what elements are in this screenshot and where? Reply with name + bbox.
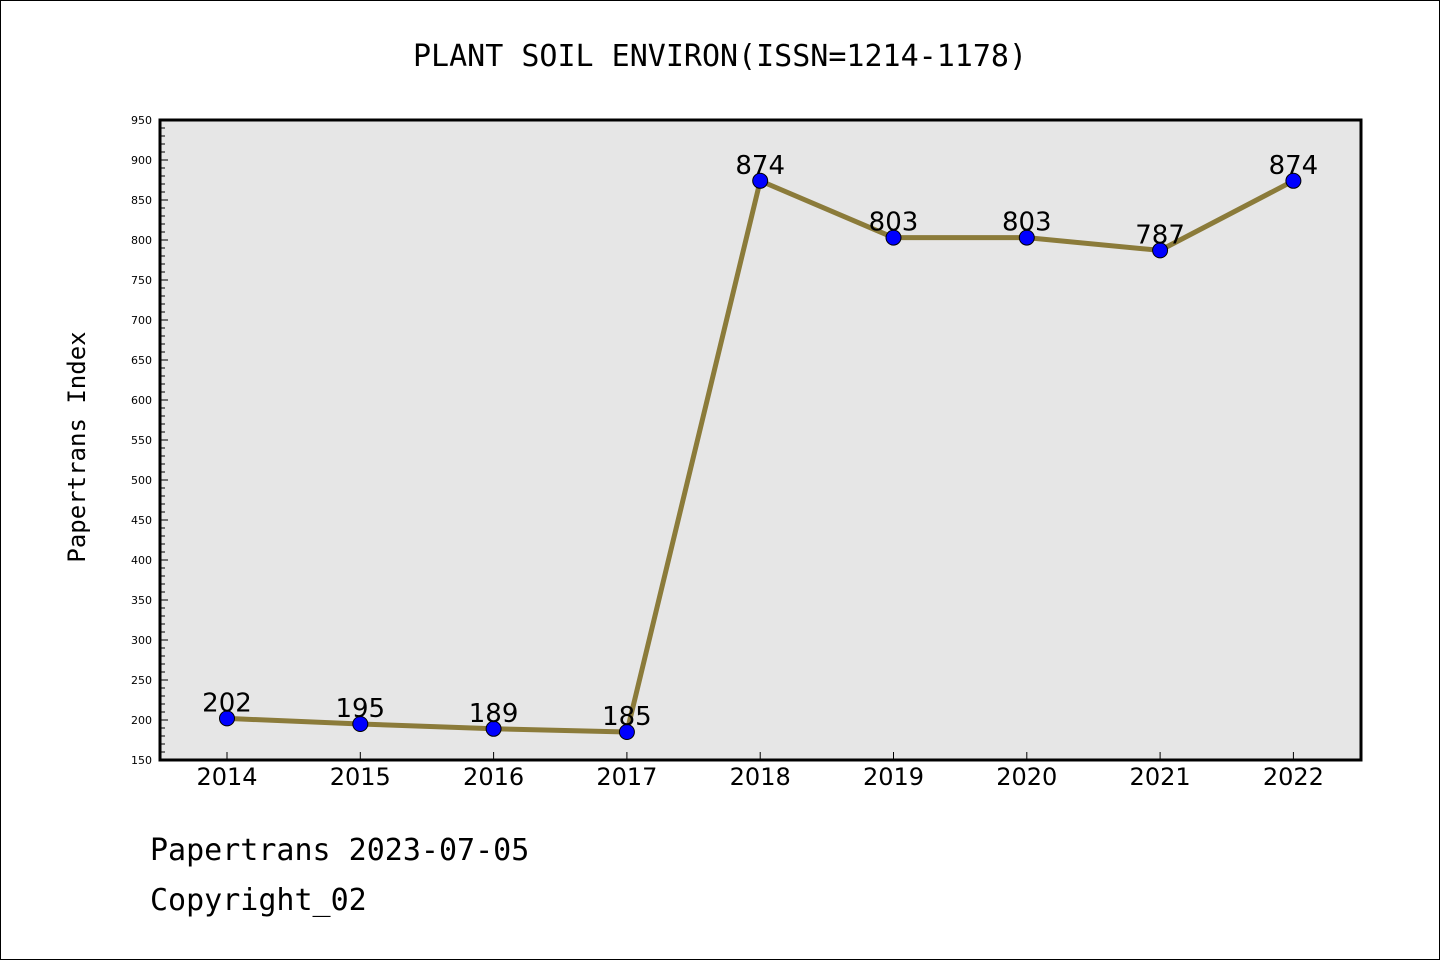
y-tick-label: 900 bbox=[131, 154, 152, 167]
data-point bbox=[1152, 242, 1169, 259]
y-axis: 150 200 250 300 350 400 450 500 550 600 650 700 750 8… bbox=[131, 114, 168, 767]
y-tick-label: 850 bbox=[131, 194, 152, 207]
x-tick-label: 2020 bbox=[996, 763, 1057, 791]
data-point bbox=[752, 172, 769, 189]
data-label: 202 bbox=[202, 688, 252, 718]
data-point bbox=[352, 716, 369, 732]
chart-title: PLANT SOIL ENVIRON(ISSN=1214-1178) bbox=[413, 39, 1027, 74]
footer-date: Papertrans 2023-07-05 bbox=[150, 833, 530, 868]
y-tick-label: 400 bbox=[131, 554, 152, 567]
data-label: 803 bbox=[869, 208, 919, 238]
y-tick-label: 350 bbox=[131, 594, 152, 607]
data-point bbox=[1018, 229, 1035, 246]
x-tick-label: 2018 bbox=[730, 763, 791, 791]
data-point bbox=[219, 710, 235, 727]
x-tick-label: 2022 bbox=[1263, 763, 1324, 791]
y-tick-label: 450 bbox=[131, 514, 152, 527]
y-tick-label: 500 bbox=[131, 474, 152, 487]
y-tick-label: 300 bbox=[131, 634, 152, 647]
data-label: 874 bbox=[735, 151, 785, 181]
x-tick-label: 2016 bbox=[463, 763, 524, 791]
y-axis-label: Papertrans Index bbox=[63, 331, 91, 562]
data-point bbox=[1285, 172, 1302, 189]
footer-copyright: Copyright_02 bbox=[150, 883, 367, 918]
x-tick-label: 2021 bbox=[1130, 763, 1191, 791]
y-tick-label: 250 bbox=[131, 674, 152, 687]
plot-border bbox=[158, 118, 1363, 762]
y-tick-label: 600 bbox=[131, 394, 152, 407]
data-label: 185 bbox=[602, 702, 652, 732]
data-point bbox=[485, 720, 502, 737]
data-point bbox=[885, 229, 902, 246]
y-tick-label: 550 bbox=[131, 434, 152, 447]
data-label: 874 bbox=[1269, 151, 1319, 181]
x-tick-label: 2015 bbox=[330, 763, 391, 791]
data-label: 803 bbox=[1002, 208, 1052, 238]
data-label: 787 bbox=[1135, 220, 1185, 250]
y-tick-label: 950 bbox=[131, 114, 152, 127]
plot-area bbox=[160, 120, 1361, 760]
y-tick-label: 150 bbox=[131, 754, 152, 767]
y-tick-label: 700 bbox=[131, 314, 152, 327]
data-label: 189 bbox=[469, 699, 519, 729]
data-label: 195 bbox=[335, 694, 385, 724]
x-tick-label: 2014 bbox=[196, 763, 257, 791]
data-point bbox=[618, 724, 635, 740]
y-tick-label: 200 bbox=[131, 714, 152, 727]
y-tick-label: 650 bbox=[131, 354, 152, 367]
y-tick-label: 800 bbox=[131, 234, 152, 247]
series-layer: 202 195 189 185 874 803 803 787 874 bbox=[202, 151, 1318, 740]
y-tick-label: 750 bbox=[131, 274, 152, 287]
x-tick-label: 2019 bbox=[863, 763, 924, 791]
x-tick-label: 2017 bbox=[596, 763, 657, 791]
